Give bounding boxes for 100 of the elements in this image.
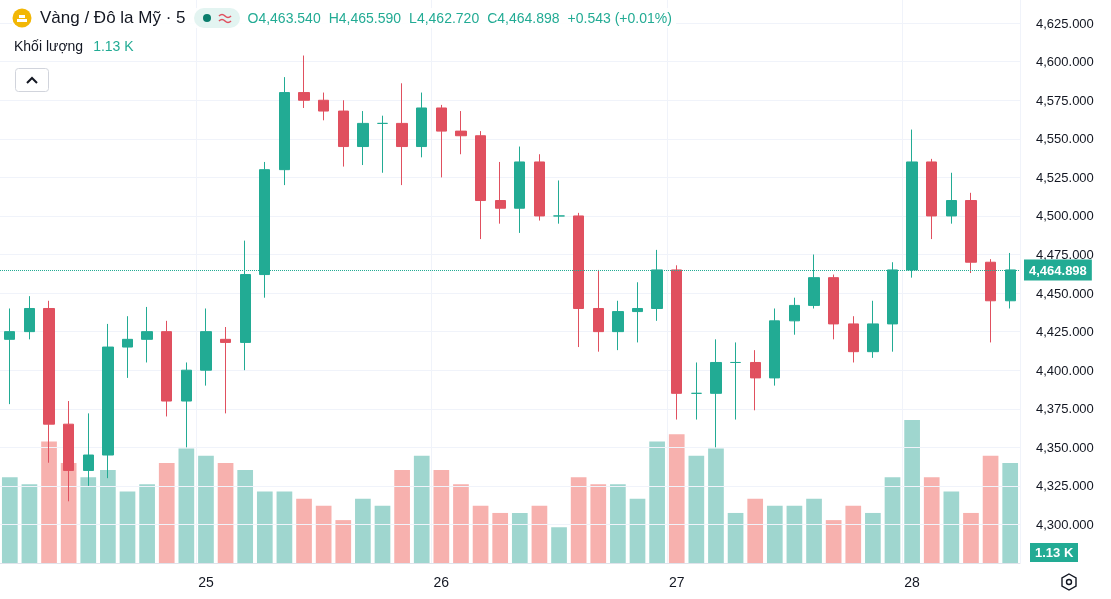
- candlestick: [848, 315, 859, 363]
- candlestick: [593, 269, 604, 353]
- candlestick: [867, 300, 879, 359]
- bar: [786, 505, 803, 563]
- bar: [511, 512, 528, 563]
- y-tick-label: 4,600.000: [1036, 54, 1094, 70]
- candlestick: [475, 130, 486, 240]
- bar: [158, 462, 175, 563]
- y-tick-label: 4,450.000: [1036, 285, 1094, 301]
- bar: [41, 441, 57, 563]
- candlestick: [553, 179, 565, 225]
- y-tick-label: 4,550.000: [1036, 131, 1094, 147]
- bar: [433, 470, 450, 563]
- bar: [217, 462, 234, 563]
- candlestick: [141, 306, 153, 363]
- candlestick: [220, 326, 231, 414]
- x-tick-label: 25: [198, 574, 214, 590]
- bar: [649, 441, 665, 563]
- y-tick-label: 4,325.000: [1036, 478, 1094, 494]
- bar: [766, 505, 783, 563]
- text: 1.13 K: [1035, 545, 1074, 560]
- bar: [708, 448, 724, 563]
- x-tick-label: 28: [904, 574, 921, 590]
- bar: [727, 512, 744, 563]
- x-tick-label: 26: [433, 574, 450, 590]
- bar: [178, 448, 195, 563]
- bar: [904, 420, 920, 563]
- candlestick: [200, 307, 212, 387]
- bar: [845, 505, 862, 563]
- bar: [472, 505, 489, 563]
- text: Vàng / Đô la Mỹ · 5: [40, 8, 186, 28]
- x-tick-label: 27: [668, 574, 685, 590]
- bar: [531, 505, 548, 563]
- bar: [747, 498, 764, 563]
- bar: [1, 477, 18, 563]
- bar: [198, 455, 214, 563]
- y-tick-label: 4,575.000: [1036, 92, 1094, 108]
- bar: [688, 455, 705, 563]
- candlestick: [377, 115, 388, 174]
- candlestick: [926, 158, 937, 240]
- candlestick: [612, 300, 624, 351]
- candlestick: [298, 55, 310, 109]
- candlestick: [789, 297, 800, 336]
- candlestick: [946, 172, 957, 225]
- candlestick: [985, 258, 996, 343]
- candlestick: [514, 146, 525, 234]
- bar: [865, 512, 881, 563]
- candlestick: [436, 104, 447, 178]
- candlestick: [24, 295, 35, 340]
- bar: [335, 520, 352, 563]
- candlestick: [769, 307, 780, 387]
- bar: [374, 505, 391, 563]
- bar: [139, 484, 155, 563]
- bar: [668, 434, 685, 563]
- bar: [21, 484, 38, 563]
- ref-line-label: 4,464.898: [1029, 262, 1087, 278]
- bar: [570, 477, 587, 563]
- y-tick-label: 4,375.000: [1036, 401, 1094, 417]
- bar: [100, 470, 116, 563]
- bar: [943, 491, 960, 563]
- chart-title: Khối lượng: [14, 38, 84, 54]
- bar: [492, 512, 509, 563]
- candlestick: [750, 349, 761, 411]
- candlestick: [730, 341, 741, 421]
- bar: [963, 512, 979, 563]
- bar: [551, 527, 567, 563]
- bar: [60, 462, 77, 563]
- candlestick: [691, 361, 702, 421]
- bar: [237, 470, 254, 563]
- bar: [629, 498, 646, 563]
- candlestick: [181, 361, 192, 448]
- candlestick: [573, 212, 584, 348]
- candlestick: [161, 320, 172, 417]
- bar: [982, 455, 999, 563]
- candlestick: [4, 307, 15, 405]
- candlestick: [965, 192, 977, 274]
- bar: [1002, 462, 1019, 563]
- bar: [825, 520, 842, 563]
- annotation: +0.543 (+0.01%): [567, 10, 672, 26]
- candlestick: [671, 264, 682, 421]
- bar: [296, 498, 312, 563]
- candlestick: [122, 315, 133, 379]
- candlestick: [338, 99, 349, 168]
- candlestick: [534, 153, 545, 222]
- y-tick-label: 4,525.000: [1036, 169, 1094, 185]
- y-tick-label: 4,500.000: [1036, 208, 1094, 224]
- text: 1.13 K: [93, 38, 134, 54]
- candlestick: [828, 274, 839, 340]
- bar: [276, 491, 293, 563]
- bar: [453, 484, 469, 563]
- bar: [590, 484, 607, 563]
- bar: [923, 477, 940, 563]
- y-tick-label: 4,425.000: [1036, 324, 1094, 340]
- y-tick-label: 4,300.000: [1036, 516, 1094, 532]
- candlestick: [632, 281, 643, 343]
- candlestick: [396, 82, 408, 186]
- bar: [119, 491, 136, 563]
- y-tick-label: 4,475.000: [1036, 247, 1094, 263]
- candlestick: [455, 110, 467, 155]
- bar: [394, 470, 410, 563]
